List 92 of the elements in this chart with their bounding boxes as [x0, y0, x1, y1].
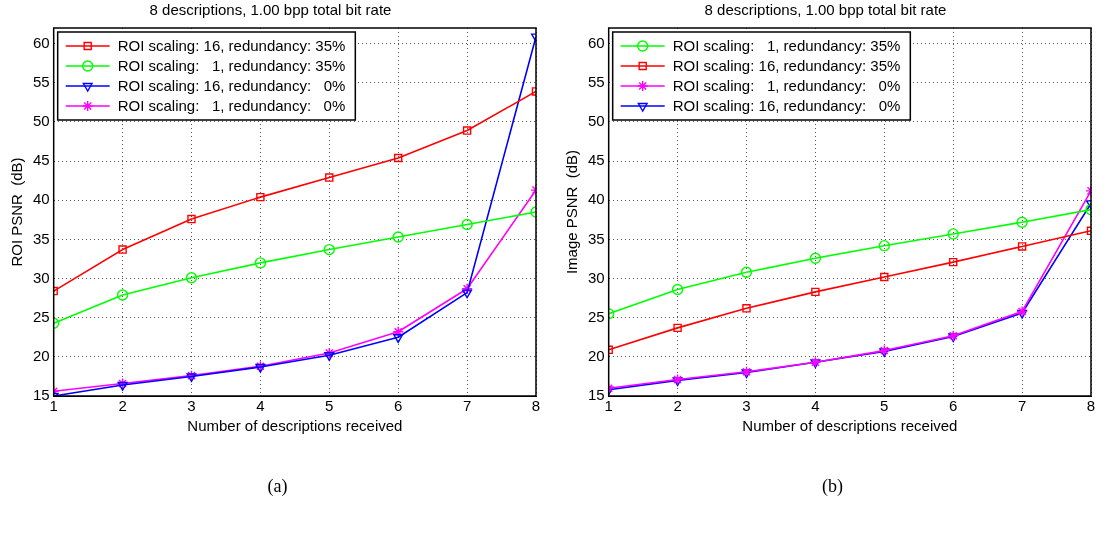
y-axis-title: ROI PSNR (dB) [8, 157, 26, 267]
x-tick-label: 5 [325, 397, 334, 415]
y-axis-title: Image PSNR (dB) [563, 149, 581, 275]
point [672, 377, 683, 387]
y-tick-label: 50 [33, 112, 50, 130]
point [117, 381, 128, 391]
x-axis-title: Number of descriptions received [187, 417, 403, 435]
x-tick-label: 4 [256, 397, 265, 415]
y-tick-label: 50 [588, 112, 605, 130]
y-tick-label: 15 [588, 386, 605, 404]
y-tick-label: 55 [588, 72, 605, 90]
y-tick-label: 60 [588, 33, 605, 51]
legend-label: ROI scaling: 16, redundancy: 35% [117, 37, 346, 55]
y-tick-label: 45 [33, 151, 50, 169]
point [671, 373, 684, 386]
point [880, 272, 889, 282]
text: (b) [821, 476, 844, 497]
point [1016, 216, 1028, 228]
y-tick-label: 40 [588, 190, 605, 208]
x-axis-title: Number of descriptions received [742, 417, 958, 435]
point [879, 348, 890, 358]
legend-label: ROI scaling: 1, redundancy: 0% [117, 97, 346, 115]
point [393, 334, 404, 343]
point [947, 228, 959, 240]
legend-label: ROI scaling: 1, redundancy: 35% [117, 57, 346, 75]
legend-label: ROI scaling: 16, redundancy: 35% [672, 57, 901, 75]
legend-label: ROI scaling: 1, redundancy: 35% [672, 37, 901, 55]
x-tick-label: 1 [49, 397, 58, 415]
point [742, 304, 751, 313]
point [116, 377, 129, 390]
y-tick-label: 20 [588, 346, 605, 364]
point [462, 126, 472, 135]
y-tick-label: 45 [588, 151, 605, 169]
point [323, 243, 335, 256]
y-tick-label: 55 [33, 72, 50, 90]
point [185, 369, 198, 382]
point [187, 214, 196, 224]
point [324, 352, 335, 361]
x-tick-label: 6 [949, 397, 958, 415]
x-tick-label: 1 [604, 397, 613, 415]
point [878, 344, 890, 357]
y-tick-label: 35 [33, 229, 50, 247]
y-tick-label: 25 [33, 307, 50, 325]
y-tick-label: 25 [588, 307, 605, 325]
point [673, 323, 682, 333]
x-tick-label: 4 [811, 397, 820, 415]
point [392, 231, 404, 243]
point [393, 153, 403, 163]
legend-label: ROI scaling: 16, redundancy: 0% [117, 77, 346, 95]
point [461, 283, 473, 295]
y-tick-label: 30 [588, 268, 605, 286]
point [878, 239, 890, 252]
point [254, 257, 267, 269]
point [671, 283, 684, 296]
point [118, 245, 127, 254]
point [948, 257, 958, 267]
point [462, 289, 473, 299]
point [1017, 242, 1027, 251]
point [392, 326, 404, 338]
chart-title: 8 descriptions, 1.00 bpp total bit rate [704, 1, 947, 19]
chart-title: 8 descriptions, 1.00 bpp total bit rate [149, 1, 392, 19]
point [1016, 305, 1028, 318]
y-tick-label: 30 [33, 268, 50, 286]
x-tick-label: 2 [673, 397, 682, 415]
y-tick-label: 60 [33, 33, 50, 51]
point [116, 289, 129, 301]
text: (a) [266, 476, 289, 497]
x-tick-label: 3 [742, 397, 751, 415]
y-tick-label: 35 [588, 229, 605, 247]
legend-label: ROI scaling: 1, redundancy: 0% [672, 77, 901, 95]
y-tick-label: 40 [33, 190, 50, 208]
point [185, 272, 198, 284]
x-tick-label: 6 [394, 397, 403, 415]
x-tick-label: 7 [462, 397, 472, 415]
x-tick-label: 8 [531, 397, 541, 415]
point [325, 173, 334, 182]
point [740, 266, 753, 278]
x-tick-label: 7 [1017, 397, 1027, 415]
x-tick-label: 5 [880, 397, 889, 415]
point [323, 347, 335, 359]
x-tick-label: 3 [187, 397, 196, 415]
x-tick-label: 8 [1086, 397, 1096, 415]
point [811, 287, 820, 297]
point [186, 373, 197, 383]
point [256, 192, 265, 202]
point [1017, 309, 1028, 319]
y-tick-label: 15 [33, 386, 50, 404]
x-tick-label: 2 [118, 397, 127, 415]
point [809, 252, 822, 264]
point [461, 218, 473, 231]
legend-label: ROI scaling: 16, redundancy: 0% [672, 97, 901, 115]
y-tick-label: 20 [33, 346, 50, 364]
